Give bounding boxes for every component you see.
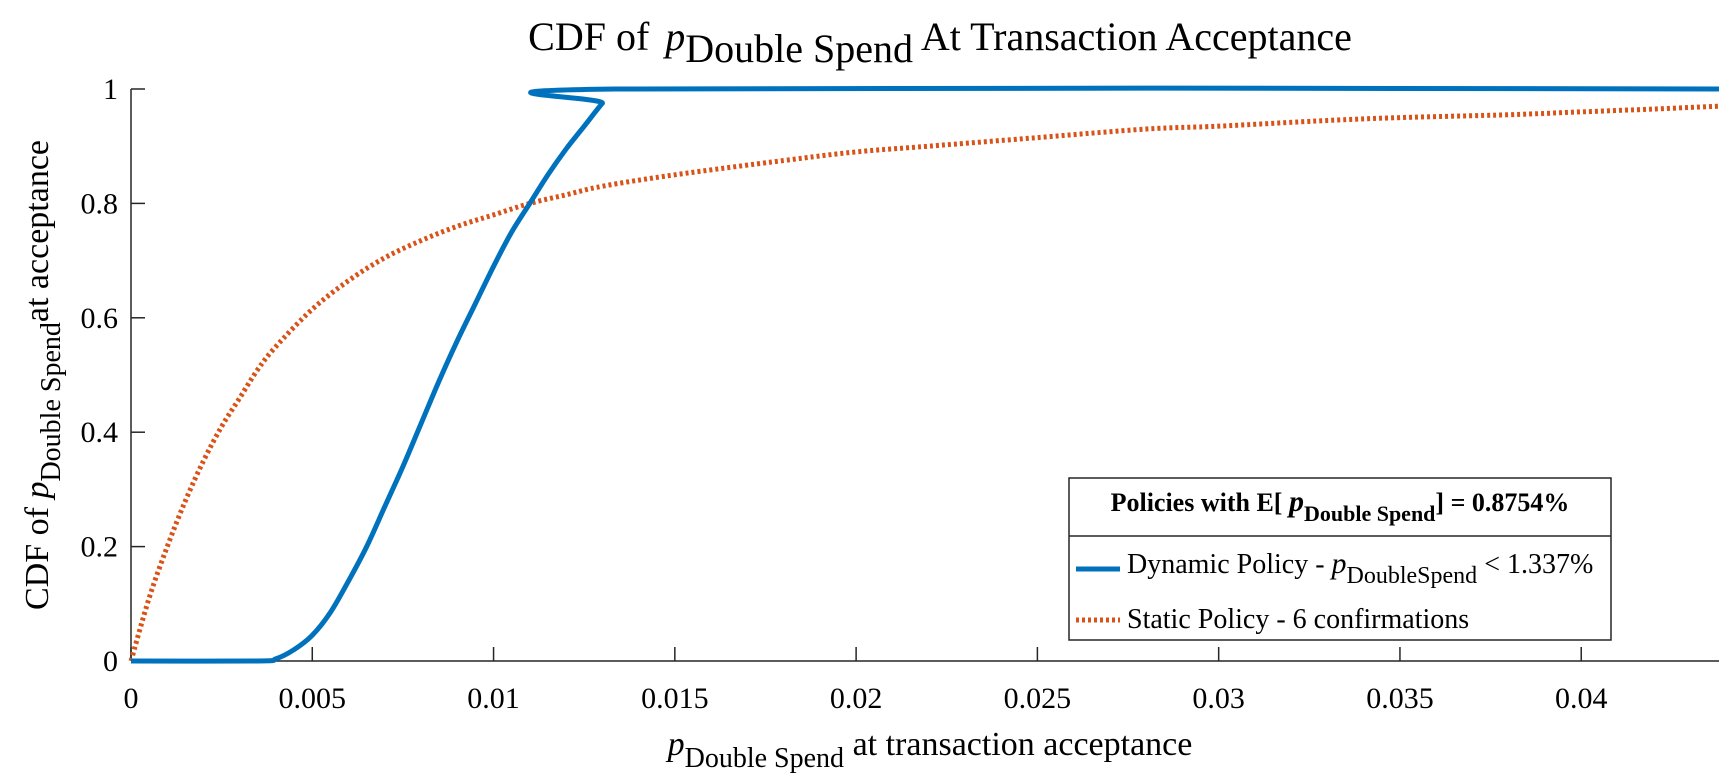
legend-box <box>1068 477 1612 641</box>
series-layer <box>128 85 1719 664</box>
plot-area: 0 0.005 0.01 0.015 0.02 0.025 0.03 0.035 0.04 00… <box>81 73 1719 715</box>
chart-title: CDF of pDouble Spend At Transaction Acce… <box>528 14 1352 71</box>
legend: Policies with E[ pDouble Spend] = 0.8754… <box>1068 477 1612 641</box>
y-ticks: 0 0.2 0.4 0.6 0.8 1 <box>81 73 145 678</box>
x-tick-label: 0.02 <box>830 682 883 715</box>
x-tick-label: 0.005 <box>279 682 347 715</box>
x-ticks: 0 0.005 0.01 0.015 0.02 0.025 0.03 0.035 0.04 <box>124 647 1608 715</box>
x-tick-label: 0.03 <box>1192 682 1245 715</box>
legend-entry-dynamic: Dynamic Policy - pDoubleSpend < 1.337% <box>1127 547 1593 589</box>
series-line-dynamic-policy <box>130 85 1719 664</box>
x-axis-label: pDouble Spend at transaction acceptance <box>666 726 1193 774</box>
legend-title: Policies with E[ pDouble Spend] = 0.8754… <box>1111 485 1570 526</box>
legend-entry-static: Static Policy - 6 confirmations <box>1127 604 1469 635</box>
y-tick-label: 1 <box>103 73 118 106</box>
x-tick-label: 0.04 <box>1555 682 1608 715</box>
y-tick-label: 0.6 <box>81 302 119 335</box>
y-tick-label: 0.8 <box>81 187 119 220</box>
y-axis-label: CDF of pDouble Spendat acceptance <box>19 140 67 610</box>
y-tick-label: 0 <box>103 645 118 678</box>
series-line-static-policy <box>128 103 1719 662</box>
y-tick-label: 0.2 <box>81 531 119 564</box>
x-tick-label: 0.025 <box>1004 682 1072 715</box>
x-tick-label: 0.015 <box>641 682 709 715</box>
x-tick-label: 0.035 <box>1366 682 1434 715</box>
y-tick-label: 0.4 <box>81 416 119 449</box>
x-tick-label: 0 <box>124 682 139 715</box>
x-tick-label: 0.01 <box>467 682 520 715</box>
